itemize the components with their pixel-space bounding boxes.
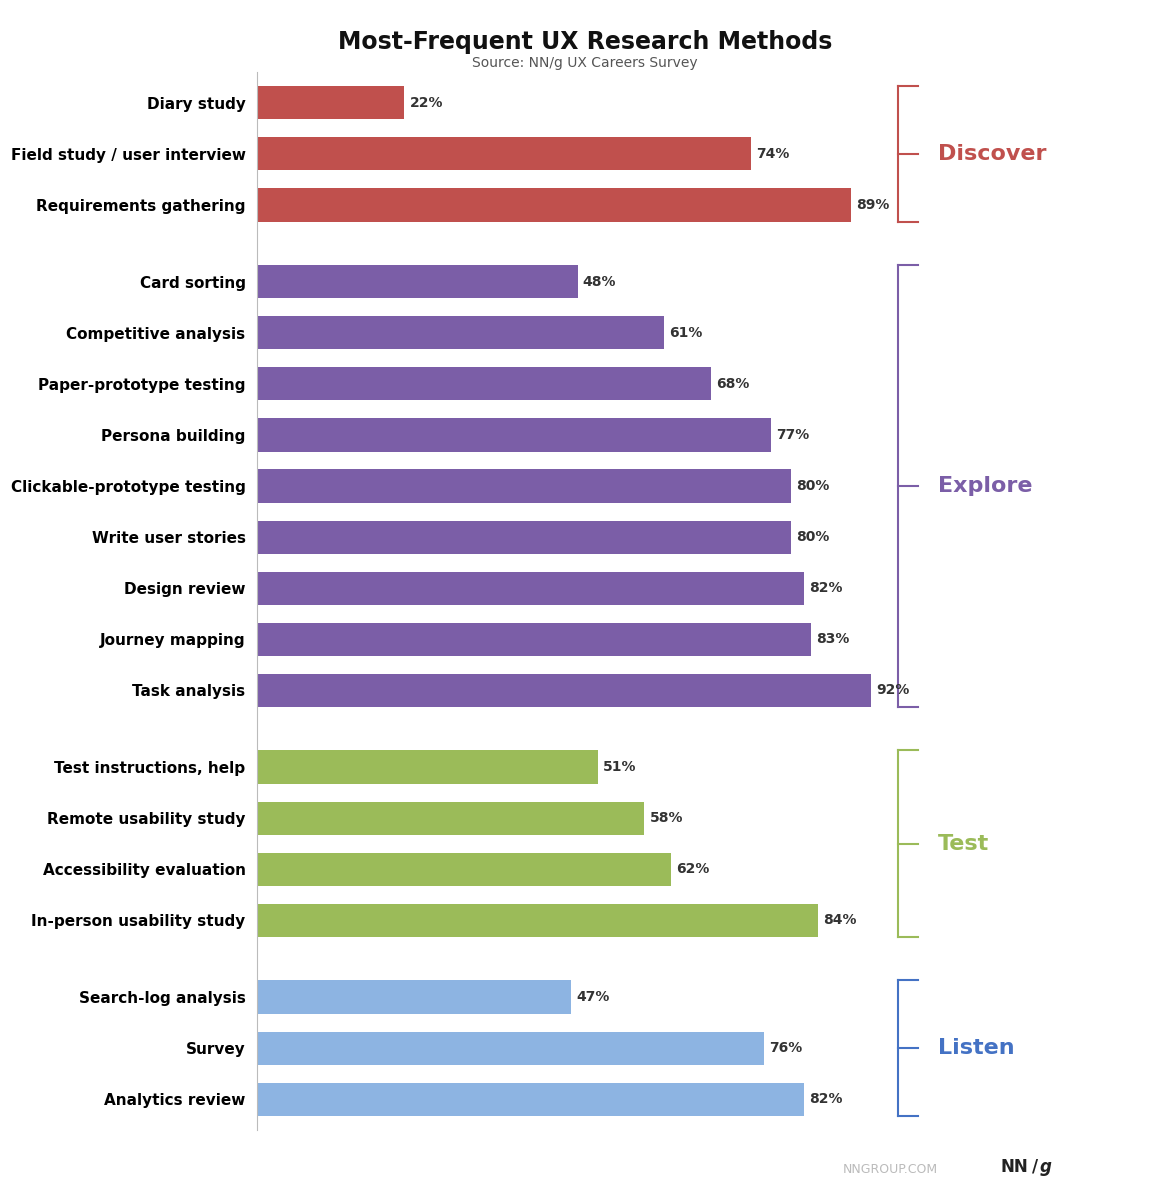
Bar [257, 87, 404, 119]
Text: Listen: Listen [937, 1039, 1014, 1058]
Text: 77%: 77% [776, 428, 810, 442]
Text: 84%: 84% [823, 914, 856, 928]
Bar [257, 802, 645, 834]
Bar [257, 1031, 764, 1065]
Bar [257, 852, 670, 886]
Bar [257, 1083, 804, 1115]
Text: 51%: 51% [603, 760, 636, 774]
Text: 61%: 61% [669, 326, 703, 340]
Bar [257, 264, 578, 298]
Bar [257, 572, 804, 605]
Bar [257, 623, 811, 656]
Bar [257, 904, 818, 938]
Text: NNGROUP.COM: NNGROUP.COM [842, 1162, 937, 1176]
Text: Test: Test [937, 834, 989, 853]
Bar [257, 674, 870, 707]
Text: 76%: 76% [770, 1041, 803, 1055]
Text: g: g [1040, 1158, 1052, 1176]
Text: 83%: 83% [817, 632, 849, 647]
Text: Source: NN/g UX Careers Survey: Source: NN/g UX Careers Survey [473, 56, 697, 71]
Bar [257, 750, 598, 784]
Text: 22%: 22% [410, 96, 443, 109]
Text: /: / [1032, 1158, 1038, 1176]
Bar [257, 189, 851, 221]
Bar [257, 520, 791, 554]
Bar [257, 981, 571, 1013]
Bar [257, 418, 771, 452]
Bar [257, 368, 711, 400]
Text: 74%: 74% [756, 147, 790, 161]
Text: Discover: Discover [937, 144, 1046, 163]
Text: 68%: 68% [716, 377, 750, 391]
Bar [257, 137, 751, 171]
Text: 80%: 80% [797, 480, 830, 493]
Text: 82%: 82% [810, 582, 844, 595]
Text: 58%: 58% [649, 811, 683, 825]
Text: 80%: 80% [797, 530, 830, 545]
Text: 82%: 82% [810, 1093, 844, 1106]
Text: 48%: 48% [583, 274, 617, 288]
Bar [257, 470, 791, 502]
Text: Most-Frequent UX Research Methods: Most-Frequent UX Research Methods [338, 30, 832, 54]
Text: Explore: Explore [937, 476, 1032, 496]
Text: 47%: 47% [576, 990, 610, 1004]
Text: 62%: 62% [676, 862, 709, 876]
Text: 92%: 92% [876, 684, 909, 697]
Text: 89%: 89% [856, 198, 889, 212]
Bar [257, 316, 665, 350]
Text: NN: NN [1000, 1158, 1028, 1176]
